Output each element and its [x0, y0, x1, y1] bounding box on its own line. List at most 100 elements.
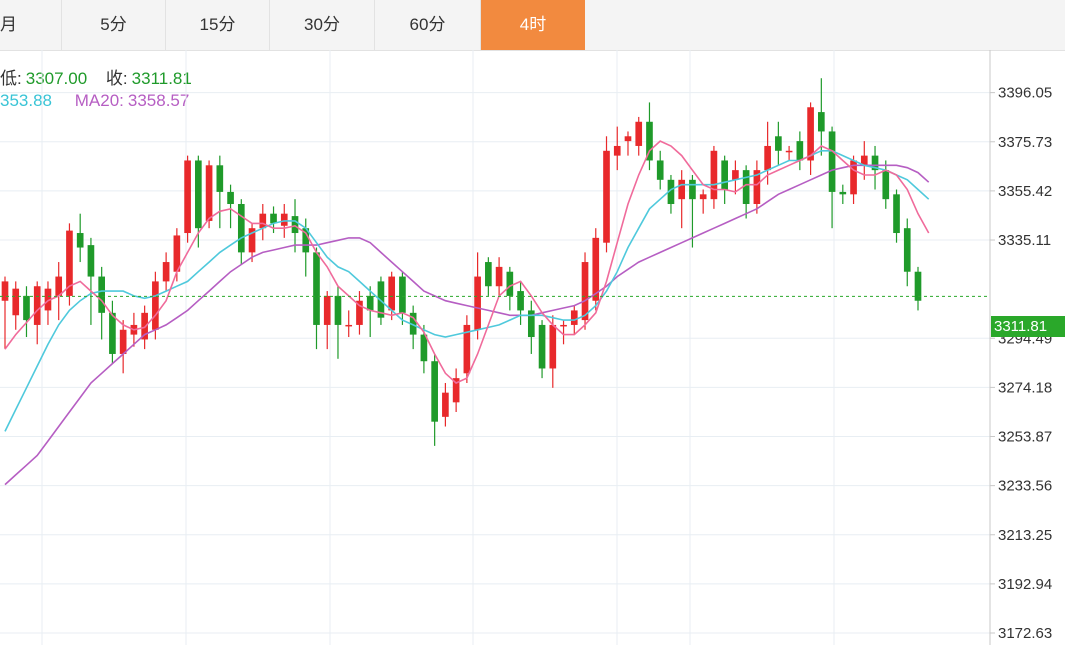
candle-body: [109, 312, 116, 354]
candle-body: [678, 179, 686, 200]
candle-body: [474, 276, 481, 330]
ma20-label: MA20:: [74, 91, 124, 110]
candle-body: [699, 194, 707, 200]
ohlc-legend: 低: 3307.00 收: 3311.81: [0, 64, 196, 89]
candle-body: [431, 361, 438, 422]
candle-body: [463, 324, 471, 374]
candle-body: [742, 170, 750, 205]
candle-body: [420, 334, 428, 362]
ma-legend: 353.88 MA20: 3358.57: [0, 91, 193, 111]
candle-body: [914, 271, 922, 301]
candle-body: [646, 121, 653, 161]
candle-body: [356, 300, 363, 325]
candle-body: [570, 310, 578, 325]
candle-body: [248, 228, 256, 253]
candle-body: [195, 160, 202, 229]
low-value: 3307.00: [25, 69, 88, 88]
y-tick-label: 3416.36: [998, 50, 1052, 53]
candle-body: [313, 252, 320, 325]
y-tick-label: 3172.63: [998, 625, 1052, 642]
candle-body: [785, 150, 793, 153]
candle-body: [753, 170, 761, 205]
candle-body: [613, 145, 621, 156]
y-tick-label: 3335.11: [998, 232, 1051, 249]
y-tick-label: 3233.56: [998, 478, 1052, 495]
candle-body: [259, 213, 267, 229]
candle-body: [173, 235, 181, 272]
candle-body: [227, 191, 234, 205]
tab-4hour[interactable]: 4时: [481, 0, 585, 50]
candle-body: [87, 245, 95, 277]
y-tick-label: 3274.18: [998, 379, 1052, 396]
y-tick-label: 3253.87: [998, 429, 1052, 446]
candle-body: [624, 136, 632, 142]
low-label: 低:: [0, 69, 22, 88]
ma20-value: 3358.57: [127, 91, 190, 110]
ma10-value: 353.88: [0, 91, 52, 110]
candle-body: [495, 266, 503, 287]
candle-body: [141, 312, 148, 340]
candle-body: [33, 286, 41, 325]
candle-body: [345, 324, 353, 327]
candle-body: [549, 324, 557, 369]
candle-body: [399, 276, 406, 313]
candle-body: [592, 237, 600, 301]
candle-body: [388, 276, 396, 311]
candle-body: [560, 324, 567, 327]
candle-body: [377, 281, 385, 318]
candle-body: [302, 228, 310, 253]
tab-30min[interactable]: 30分: [270, 0, 375, 50]
candle-body: [635, 121, 643, 146]
candle-body: [506, 271, 514, 296]
candle-body: [152, 281, 159, 330]
candle-body: [323, 295, 331, 325]
candle-body: [603, 150, 610, 243]
candle-body: [280, 213, 288, 226]
tab-month[interactable]: 月: [0, 0, 62, 50]
candle-body: [366, 295, 374, 311]
y-tick-label: 3355.42: [998, 183, 1052, 200]
candlestick-chart: 3416.363396.053375.733355.423335.113294.…: [0, 50, 1052, 645]
last-price-tag: 3311.81: [991, 316, 1065, 337]
candle-body: [527, 310, 535, 338]
candle-body: [710, 150, 718, 200]
candle-body: [291, 216, 299, 234]
candle-body: [817, 112, 825, 132]
candle-body: [839, 191, 847, 195]
candle-body: [216, 165, 224, 192]
candle-body: [828, 131, 836, 192]
candle-body: [334, 295, 342, 325]
tab-15min[interactable]: 15分: [166, 0, 270, 50]
candle-body: [409, 312, 417, 335]
candle-body: [903, 228, 911, 272]
candle-body: [442, 392, 449, 417]
candle-body: [871, 155, 879, 171]
candle-body: [882, 170, 890, 200]
close-value: 3311.81: [131, 69, 192, 88]
y-tick-label: 3396.05: [998, 85, 1052, 102]
candle-body: [205, 165, 213, 221]
candle-body: [76, 233, 84, 248]
candle-body: [184, 160, 191, 234]
ma10-line: [4, 150, 930, 432]
candle-body: [850, 160, 857, 195]
candle-body: [775, 136, 782, 151]
candle-body: [538, 324, 546, 369]
period-tab-bar: 月 5分 15分 30分 60分 4时: [0, 0, 1065, 51]
ma20-line: [4, 164, 930, 486]
y-tick-label: 3375.73: [998, 134, 1052, 151]
close-label: 收:: [105, 69, 128, 88]
candle-body: [581, 262, 589, 321]
tab-60min[interactable]: 60分: [375, 0, 481, 50]
candle-body: [517, 291, 524, 311]
candle-body: [55, 276, 63, 296]
candle-body: [162, 262, 170, 282]
candle-body: [98, 276, 106, 313]
candle-body: [452, 378, 460, 403]
candle-body: [764, 145, 771, 171]
y-tick-label: 3192.94: [998, 576, 1052, 593]
candle-body: [732, 170, 739, 180]
tab-5min[interactable]: 5分: [62, 0, 166, 50]
candle-body: [667, 179, 675, 205]
candle-body: [893, 194, 900, 234]
